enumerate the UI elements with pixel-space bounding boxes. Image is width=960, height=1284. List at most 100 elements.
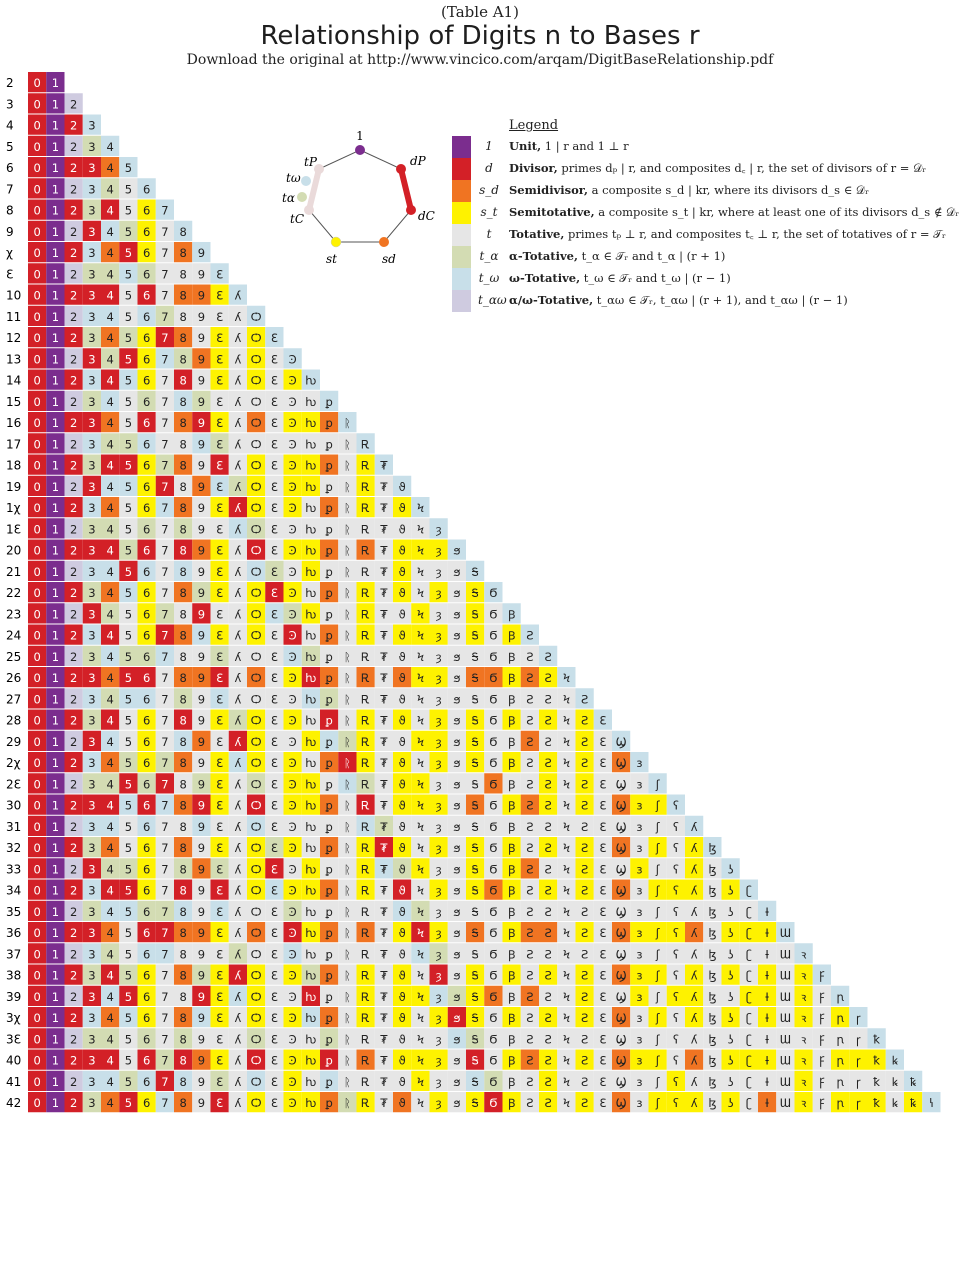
digit-glyph: ʎ: [691, 1096, 698, 1110]
digit-glyph: Ϣ: [616, 1075, 627, 1089]
digit-glyph: 9: [198, 416, 205, 430]
digit-glyph: 7: [161, 756, 168, 770]
digit-glyph: 6: [143, 246, 150, 260]
digit-cell: [101, 305, 120, 326]
digit-cell: [265, 412, 284, 433]
base-label: 35: [6, 905, 21, 919]
digit-cell: [28, 242, 47, 263]
digit-glyph: Ɛ: [216, 820, 223, 834]
digit-glyph: 8: [179, 1096, 186, 1110]
digit-glyph: Ƨ: [526, 650, 533, 664]
digit-glyph: ϑ: [399, 586, 406, 600]
digit-glyph: ʖ: [728, 947, 734, 961]
digit-glyph: Ꞵ: [508, 714, 515, 728]
digit-glyph: Ɛ: [271, 1054, 278, 1068]
digit-glyph: 0: [33, 565, 40, 579]
digit-glyph: ꞃ: [836, 990, 844, 1004]
digit-glyph: Ƨ: [526, 947, 533, 961]
digit-glyph: Ɛ: [216, 522, 223, 536]
digit-glyph: Ɨ: [765, 905, 769, 919]
digit-glyph: 8: [179, 586, 186, 600]
digit-glyph: Ɛ: [271, 947, 278, 961]
base-label: 40: [6, 1054, 21, 1068]
digit-glyph: ʎ: [234, 437, 241, 451]
base-label: 39: [6, 990, 21, 1004]
digit-glyph: ꝑ: [324, 947, 332, 961]
digit-glyph: Ɛ: [216, 586, 223, 600]
digit-glyph: ȝ: [436, 841, 442, 855]
digit-glyph: 2: [70, 777, 77, 791]
digit-glyph: ϑ: [399, 926, 406, 940]
digit-glyph: 2: [70, 161, 77, 175]
digit-glyph: ȝ: [436, 650, 442, 664]
digit-glyph: 2: [70, 182, 77, 196]
digit-cell: [192, 560, 211, 581]
digit-glyph: ɜ: [636, 1096, 642, 1110]
digit-glyph: 0: [33, 1075, 40, 1089]
divisor-link: [398, 166, 414, 213]
digit-glyph: ₮: [380, 692, 388, 706]
digit-glyph: 9: [198, 310, 205, 324]
digit-cell: [228, 518, 247, 539]
digit-glyph: ꝛ: [801, 1075, 807, 1089]
digit-glyph: ʕ: [673, 990, 679, 1004]
digit-glyph: Ꭶ: [471, 565, 478, 579]
digit-glyph: Ϣ: [616, 1054, 627, 1068]
table-subtitle: (Table A1): [441, 3, 519, 21]
digit-glyph: Ϭ: [489, 1096, 497, 1110]
digit-glyph: ƕ: [305, 1032, 316, 1046]
digit-glyph: ʖ: [728, 1054, 734, 1068]
digit-glyph: ȝ: [436, 947, 442, 961]
digit-cell: [82, 518, 101, 539]
digit-glyph: Ꭱ: [361, 1096, 370, 1110]
digit-glyph: ꝛ: [801, 1032, 807, 1046]
digit-glyph: ɮ: [708, 884, 716, 898]
digit-glyph: ϧ: [453, 884, 460, 898]
digit-glyph: 5: [125, 799, 132, 813]
digit-glyph: Ɛ: [271, 501, 278, 515]
digit-glyph: ƕ: [305, 714, 316, 728]
digit-glyph: ꝑ: [324, 1032, 332, 1046]
digit-glyph: Ѻ: [251, 820, 262, 834]
digit-cell: [447, 539, 466, 560]
digit-glyph: 7: [161, 480, 168, 494]
digit-cell: [174, 369, 193, 390]
digit-glyph: ᚱ: [344, 1011, 351, 1025]
digit-glyph: ȝ: [436, 1075, 442, 1089]
digit-glyph: 1: [52, 969, 59, 983]
digit-glyph: Ϣ: [616, 862, 627, 876]
digit-cell: [429, 518, 448, 539]
digit-glyph: Ɛ: [216, 841, 223, 855]
digit-glyph: Ͽ: [289, 459, 297, 473]
digit-glyph: 3: [88, 990, 95, 1004]
digit-cell: [228, 348, 247, 369]
digit-glyph: Ɛ: [271, 969, 278, 983]
digit-cell: [137, 582, 156, 603]
digit-cell: [192, 475, 211, 496]
digit-glyph: 5: [125, 459, 132, 473]
digit-glyph: 6: [143, 777, 150, 791]
digit-glyph: Ɛ: [216, 1096, 223, 1110]
digit-cell: [101, 348, 120, 369]
digit-glyph: ʗ: [746, 969, 752, 983]
digit-cell: [429, 624, 448, 645]
digit-glyph: 6: [143, 1032, 150, 1046]
download-link[interactable]: Download the original at http://www.vinc…: [186, 52, 774, 68]
digit-glyph: 3: [88, 799, 95, 813]
digit-cell: [155, 582, 174, 603]
digit-cell: [283, 390, 302, 411]
digit-glyph: ȝ: [436, 714, 442, 728]
digit-glyph: Ɛ: [271, 1075, 278, 1089]
digit-glyph: ₮: [380, 905, 388, 919]
digit-glyph: Ϟ: [417, 841, 425, 855]
digit-glyph: Ϣ: [616, 1032, 627, 1046]
digit-cell: [46, 582, 65, 603]
digit-cell: [192, 624, 211, 645]
digit-cell: [247, 390, 266, 411]
digit-glyph: Ѻ: [251, 416, 262, 430]
digit-glyph: 5: [125, 1032, 132, 1046]
digit-cell: [447, 645, 466, 666]
digit-cell: [393, 624, 412, 645]
digit-glyph: 8: [179, 926, 186, 940]
digit-glyph: ꝑ: [324, 799, 332, 813]
